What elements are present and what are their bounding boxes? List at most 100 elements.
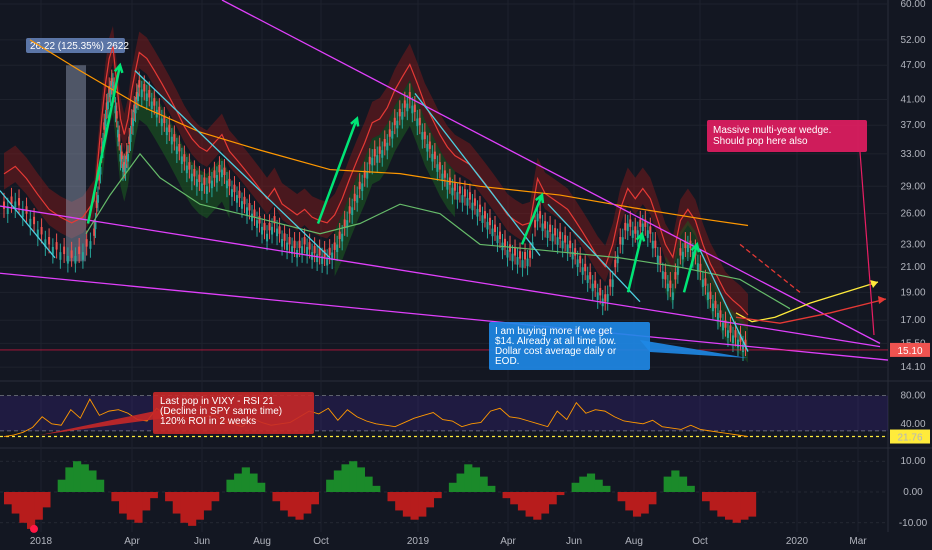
downtrend-line <box>699 249 749 352</box>
candle-body <box>276 228 279 237</box>
candle-body <box>240 201 243 209</box>
candle-body <box>223 167 226 176</box>
osc-bar <box>548 492 557 505</box>
candle-body <box>205 186 208 194</box>
candle-body <box>609 279 612 287</box>
candle-body <box>29 218 32 227</box>
candle-body <box>679 248 682 256</box>
candle-body <box>268 222 271 231</box>
candle-body <box>180 156 183 165</box>
callout-blue-pointer <box>640 340 748 358</box>
candle-body <box>160 118 163 127</box>
candle-body <box>458 186 461 194</box>
candle-body <box>266 233 269 242</box>
y-tick-label: 37.00 <box>900 120 925 131</box>
candle-body <box>666 283 669 292</box>
candle-body <box>253 209 256 217</box>
rally-arrow-head <box>350 116 360 127</box>
candle-body <box>579 255 582 264</box>
candle-body <box>714 300 717 309</box>
candle-body <box>243 196 246 205</box>
candle-body <box>701 279 704 288</box>
rsi-band <box>0 395 888 431</box>
candle-body <box>153 98 156 106</box>
osc-bar <box>686 485 695 492</box>
candle-body <box>591 283 594 292</box>
candle-body <box>421 132 424 140</box>
wedge-upper-trendline <box>221 0 881 344</box>
candle-body <box>516 257 519 265</box>
osc-bar <box>172 492 181 514</box>
osc-bar <box>579 476 588 492</box>
candle-body <box>163 115 166 123</box>
y-tick-label: 23.00 <box>900 239 925 250</box>
candle-body <box>729 325 732 333</box>
downtrend-line <box>414 93 541 256</box>
candle-body <box>396 120 399 129</box>
candle-body <box>664 272 667 280</box>
candle-body <box>14 201 17 210</box>
candle-body <box>649 226 652 234</box>
candle-body <box>94 221 97 230</box>
candle-body <box>18 198 21 206</box>
candle-body <box>441 173 444 182</box>
projection-dashed <box>739 243 801 293</box>
y-tick-label: 33.00 <box>900 149 925 160</box>
candle-body <box>338 231 341 240</box>
candle-body <box>539 211 542 219</box>
osc-bar <box>502 492 511 499</box>
rally-arrow <box>316 118 359 224</box>
candle-body <box>599 288 602 296</box>
candle-body <box>378 146 381 154</box>
candle-body <box>594 280 597 288</box>
osc-bar <box>73 461 82 492</box>
osc-bar <box>34 492 43 520</box>
candle-body <box>258 216 261 224</box>
candle-body <box>148 90 151 98</box>
candle-body <box>571 251 574 260</box>
candle-body <box>509 244 512 252</box>
candle-body <box>183 154 186 162</box>
candle-body <box>486 221 489 230</box>
candle-body <box>190 173 193 182</box>
candle-body <box>654 240 657 249</box>
osc-bar <box>540 492 550 514</box>
candle-body <box>135 92 138 100</box>
candle-body <box>127 153 129 162</box>
candle-body <box>248 203 251 211</box>
osc-bar <box>625 492 634 511</box>
y-tick-label: 47.00 <box>900 60 925 71</box>
osc-bar <box>471 467 481 492</box>
candle-body <box>496 235 499 244</box>
candle-body <box>371 157 374 166</box>
rally-arrow-head <box>635 231 646 242</box>
candle-body <box>51 246 54 255</box>
candle-body <box>724 320 727 328</box>
candle-body <box>263 222 266 231</box>
candle-body <box>626 223 629 232</box>
osc-bar <box>119 492 128 514</box>
candle-body <box>74 255 77 264</box>
candle-body <box>230 189 233 197</box>
x-tick-label: Mar <box>849 536 867 547</box>
rsi-y-tick-label: 80.00 <box>900 391 925 402</box>
candle-body <box>674 272 677 280</box>
candle-body <box>709 291 712 300</box>
candle-body <box>731 335 734 344</box>
candle-body <box>10 196 13 204</box>
candle-body <box>203 177 206 185</box>
projection-yellow-head <box>870 279 878 288</box>
candle-body <box>286 242 289 251</box>
candle-body <box>554 228 557 236</box>
candle-body <box>129 134 132 143</box>
candle-body <box>59 252 62 260</box>
candle-body <box>130 117 133 126</box>
candle-body <box>33 216 36 225</box>
candle-body <box>521 260 524 268</box>
candle-body <box>105 102 108 110</box>
candle-body <box>215 175 218 183</box>
callout-pink-pointer <box>859 151 875 336</box>
rally-arrow <box>86 64 122 224</box>
candle-body <box>235 195 238 203</box>
candle-body <box>341 233 344 242</box>
